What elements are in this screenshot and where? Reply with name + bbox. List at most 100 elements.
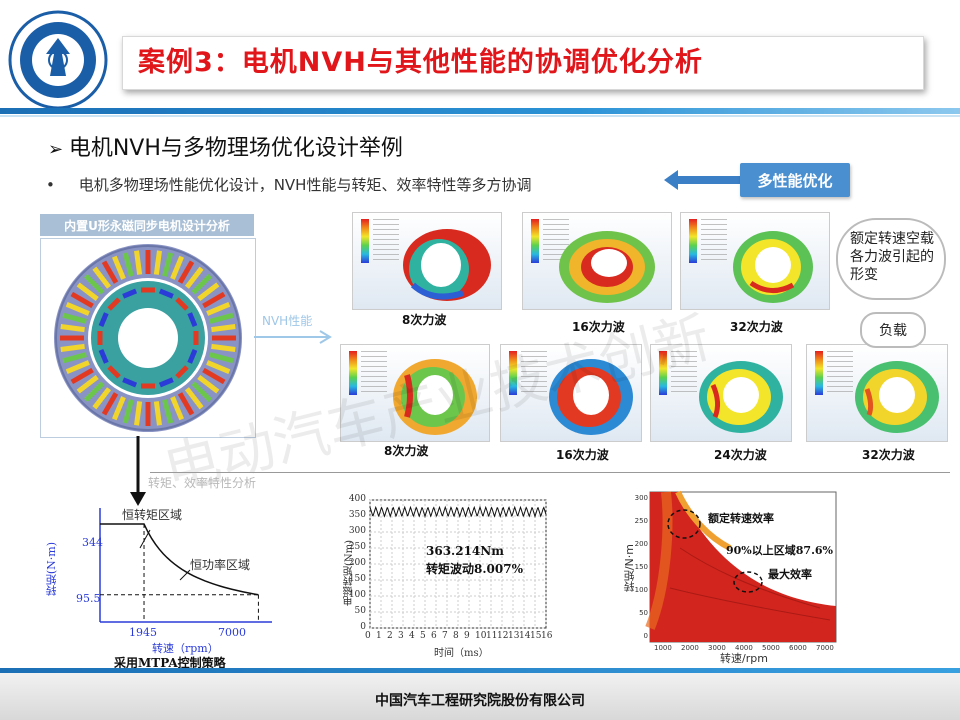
stator-slot [184, 266, 204, 289]
legend-values [671, 351, 697, 395]
stator-slot [153, 250, 162, 275]
page-title: 案例3：电机NVH与其他性能的协调优化分析 [138, 47, 703, 78]
wave-label: 16次力波 [556, 448, 609, 462]
mtpa-caption: 采用MTPA控制策略 [114, 656, 226, 670]
x-axis-label: 转速/rpm [720, 652, 768, 665]
rotor-magnet [193, 331, 199, 345]
bullet-text: 电机多物理场性能优化设计，NVH性能与转矩、效率特性等多方协调 [78, 176, 532, 194]
stator-slot [211, 343, 236, 352]
section-heading: ➢ 电机NVH与多物理场优化设计举例 [48, 130, 403, 162]
stator-slot [65, 360, 90, 374]
x-tick: 13 [508, 631, 520, 641]
down-arrow-icon [130, 436, 146, 506]
x-tick: 9 [464, 631, 470, 641]
efficiency-map: 0 50 100 150 200 250 300 1000 2000 3000 4000 5000 6… [620, 488, 842, 665]
stator-slot [134, 401, 143, 426]
stator-slot [209, 352, 234, 364]
stator-slot [134, 250, 143, 275]
rotor-magnet [98, 312, 109, 328]
bullet-item: • 电机多物理场性能优化设计，NVH性能与转矩、效率特性等多方协调 [46, 174, 531, 195]
title-box [122, 36, 924, 90]
footer-band [0, 668, 960, 720]
section-heading-text: 电机NVH与多物理场优化设计举例 [68, 136, 403, 161]
rotor-magnet [158, 377, 174, 388]
y-tick: 200 [348, 558, 366, 568]
y-tick: 150 [634, 563, 648, 571]
y-axis-label: 电磁转矩(Nm) [344, 540, 355, 607]
stator-slot [209, 312, 234, 324]
motor-diagram-icon [54, 244, 242, 432]
x-tick: 14 [519, 631, 531, 641]
rotor-magnet [122, 377, 138, 388]
wave-label: 16次力波 [572, 320, 625, 334]
y-tick: 100 [634, 586, 648, 594]
stator-slot [177, 260, 195, 284]
stator-slot [184, 387, 204, 410]
stator-slot [76, 374, 99, 394]
stator-slot [177, 392, 195, 416]
contour-legend [509, 351, 517, 395]
stator-slot [92, 387, 112, 410]
y-tick: 50 [354, 606, 366, 616]
legend-values [373, 219, 399, 263]
y-tick: 344 [82, 536, 103, 549]
header-divider [0, 108, 960, 114]
x-axis-label: 转速（rpm） [152, 642, 219, 655]
torque-ripple: 转矩波动8.007% [426, 562, 523, 576]
rotor-magnet [122, 288, 138, 299]
stator-slot [60, 343, 85, 352]
multi-performance-button[interactable]: 多性能优化 [740, 163, 850, 197]
x-tick: 6000 [789, 644, 807, 652]
x-tick: 1945 [129, 626, 157, 639]
stator-slot [70, 367, 94, 385]
motor-caption: 内置U形永磁同步电机设计分析 [40, 214, 254, 236]
x-tick: 10 [475, 631, 487, 641]
left-arrow-icon [664, 170, 744, 190]
x-tick: 1 [376, 631, 382, 641]
stator-slot [112, 255, 126, 280]
force-wave-thumb [340, 344, 490, 442]
rotor-magnet [98, 348, 109, 364]
contour-legend [689, 219, 697, 263]
x-tick: 4000 [735, 644, 753, 652]
x-tick: 4 [409, 631, 415, 641]
wave-label: 24次力波 [714, 448, 767, 462]
stator-slot [122, 399, 134, 424]
contour-legend [361, 219, 369, 263]
stator-slot [162, 252, 174, 277]
torque-section-label: 转矩、效率特性分析 [148, 476, 257, 490]
stator-slot [122, 252, 134, 277]
torque-ripple-chart: 0 50 100 150 200 250 300 350 400 0 1 2 3 4 5 6 7 8 9 10 11 1… [344, 494, 556, 664]
footer-line [0, 668, 960, 673]
wave-label: 32次力波 [730, 320, 783, 334]
legend-values [361, 351, 387, 395]
header-divider-light [0, 115, 960, 117]
x-axis-label: 时间（ms） [434, 648, 489, 659]
stator-slot [76, 282, 99, 302]
stator-slot [202, 291, 226, 309]
x-tick: 5000 [762, 644, 780, 652]
caeri-logo-icon [8, 10, 108, 110]
legend-values [521, 351, 547, 395]
force-wave-thumb [522, 212, 672, 310]
rotor-magnet [175, 365, 189, 379]
stator-slot [197, 374, 220, 394]
y-tick: 50 [639, 609, 648, 617]
y-tick: 300 [634, 494, 648, 502]
nvh-label: NVH性能 [262, 314, 313, 328]
motor-cross-section [40, 238, 256, 438]
y-axis-label: 转矩(N·m) [45, 542, 58, 597]
stator-slot [153, 401, 162, 426]
right-arrow-icon [254, 330, 332, 344]
x-tick: 7 [442, 631, 448, 641]
rotor-magnet [141, 287, 155, 293]
x-tick: 7000 [218, 626, 246, 639]
stator-slot [206, 302, 231, 316]
y-tick: 0 [360, 622, 366, 632]
x-tick: 15 [530, 631, 542, 641]
y-tick: 250 [634, 517, 648, 525]
y-tick: 300 [348, 526, 366, 536]
stator-slot [62, 352, 87, 364]
force-wave-thumb [500, 344, 642, 442]
contour-legend [815, 351, 823, 395]
